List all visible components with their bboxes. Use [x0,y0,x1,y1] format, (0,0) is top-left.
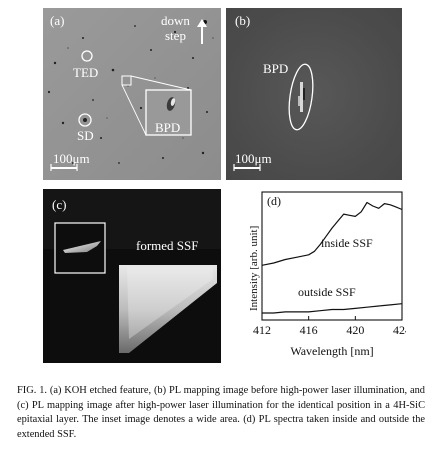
caption-head: FIG. 1. [17,385,48,396]
panel-d: 412416420424 (d) inside SSF outside SSF … [236,189,406,363]
sd-label: SD [77,128,94,143]
spectra-chart: 412416420424 (d) inside SSF outside SSF … [248,191,406,358]
zoom-source-box [121,75,132,86]
x-axis-label: Wavelength [nm] [290,344,373,358]
step-label: step [165,28,186,43]
caption-text: (a) KOH etched feature, (b) PL mapping i… [17,385,425,440]
series-label-outside: outside SSF [298,285,356,299]
panel-a-image [43,8,221,180]
y-axis-label: Intensity [arb. unit] [248,226,260,311]
x-tick-label: 420 [346,323,364,337]
x-tick-label: 424 [393,323,406,337]
panel-b-image [226,8,402,180]
panel-a-letter: (a) [50,13,65,28]
panel-b-letter: (b) [235,13,251,28]
sd-marker [78,113,92,127]
bpd-ellipse [288,63,314,131]
series-line-outside-ssf [262,303,403,314]
panel-d-letter: (d) [267,194,281,208]
panel-a: (a) down step TED SD BPD 100μm [43,8,221,180]
scale-label-a: 100μm [53,151,90,166]
ssf-region [119,265,217,353]
bpd-inset [145,89,192,136]
bpd-label-b: BPD [263,61,289,76]
scale-label-b: 100μm [235,151,272,166]
down-label: down [161,13,190,28]
panel-c: (c) formed SSF [43,189,221,363]
plot-frame [261,191,403,321]
series-line-inside-ssf [261,201,403,266]
x-tick-label: 416 [300,323,318,337]
series-label-inside: inside SSF [321,236,373,250]
ted-label: TED [73,65,99,80]
figure-caption: FIG. 1. (a) KOH etched feature, (b) PL m… [17,384,425,442]
panel-b: (b) BPD 100μm [226,8,402,180]
formed-ssf-label: formed SSF [136,238,199,253]
ted-marker [81,50,93,62]
bpd-label-a: BPD [155,120,181,135]
panel-c-letter: (c) [52,197,67,212]
panel-c-image [43,189,221,363]
x-tick-label: 412 [253,323,271,337]
